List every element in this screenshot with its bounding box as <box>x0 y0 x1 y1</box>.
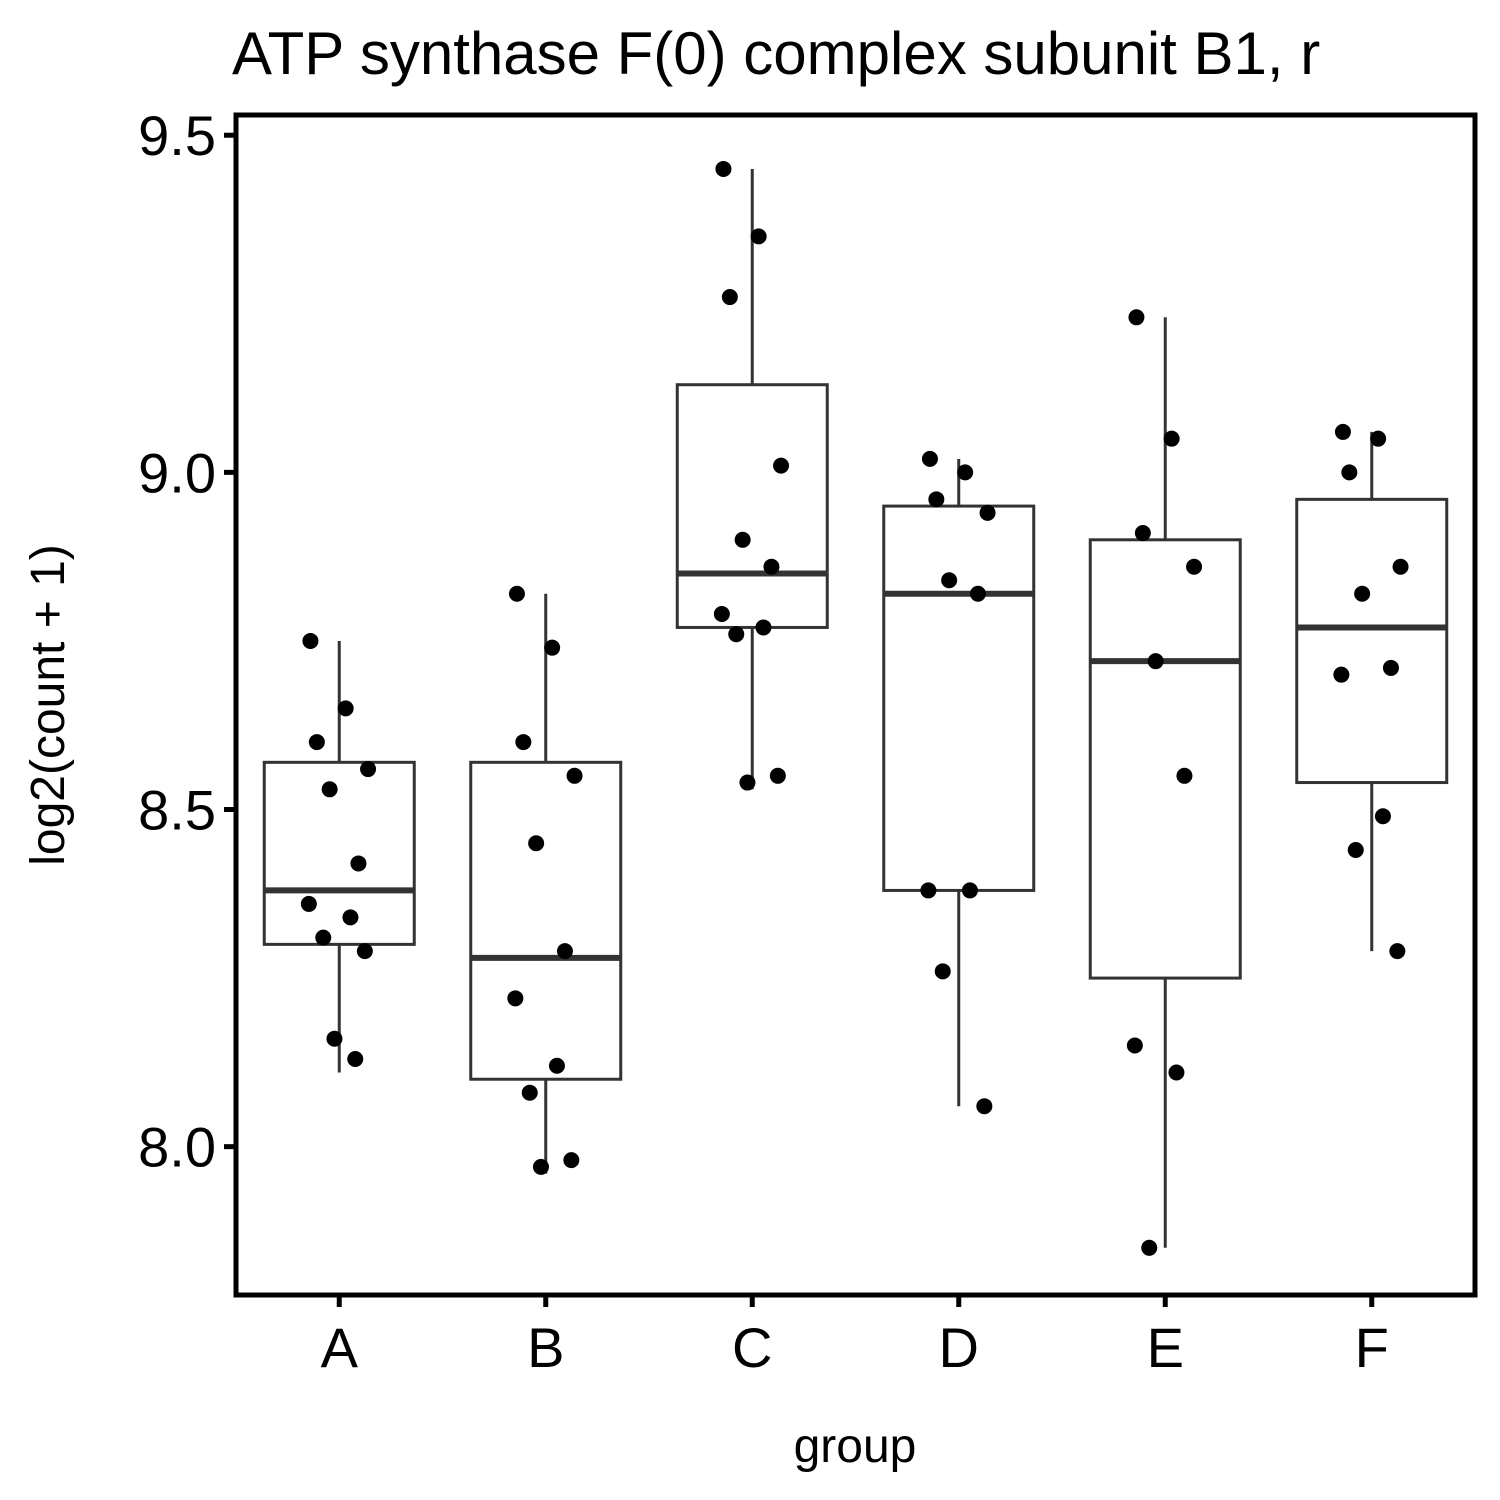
box-group-e <box>1088 309 1242 1256</box>
x-tick-label: F <box>1355 1316 1389 1379</box>
y-tick-label: 9.0 <box>138 441 216 504</box>
data-point <box>920 882 937 899</box>
data-point <box>1334 423 1351 440</box>
data-point <box>721 289 738 306</box>
data-point <box>521 1084 538 1101</box>
data-point <box>515 734 532 751</box>
data-point <box>337 700 354 717</box>
data-point <box>300 895 317 912</box>
data-point <box>1126 1037 1143 1054</box>
data-point <box>1347 841 1364 858</box>
y-axis: 8.0 8.5 9.0 9.5 <box>138 104 236 1179</box>
data-point <box>528 835 545 852</box>
box-iqr <box>1088 538 1242 980</box>
box-iqr <box>469 760 623 1081</box>
y-tick-label: 9.5 <box>138 104 216 167</box>
chart-title: ATP synthase F(0) complex subunit B1, r <box>232 20 1320 87</box>
data-point <box>556 943 573 960</box>
data-point <box>356 943 373 960</box>
data-point <box>715 160 732 177</box>
data-point <box>957 464 974 481</box>
box-iqr <box>1295 497 1449 785</box>
data-point <box>563 1152 580 1169</box>
data-point <box>750 228 767 245</box>
data-point <box>1186 558 1203 575</box>
data-point <box>326 1030 343 1047</box>
y-tick-label: 8.5 <box>138 779 216 842</box>
data-point <box>1389 943 1406 960</box>
box-group-c <box>675 160 829 791</box>
data-point <box>1354 585 1371 602</box>
data-point <box>979 504 996 521</box>
data-point <box>755 619 772 636</box>
box-iqr <box>262 760 416 946</box>
data-point <box>532 1158 549 1175</box>
data-point <box>1392 558 1409 575</box>
data-point <box>773 457 790 474</box>
data-point <box>350 855 367 872</box>
data-point <box>302 632 319 649</box>
x-tick-label: C <box>732 1316 772 1379</box>
data-point <box>739 774 756 791</box>
box-group-b <box>469 585 623 1175</box>
plot-panel-border <box>233 112 1478 1298</box>
data-point <box>315 929 332 946</box>
x-tick-label: E <box>1147 1316 1184 1379</box>
data-point <box>769 767 786 784</box>
x-tick-label: D <box>939 1316 979 1379</box>
data-point <box>734 531 751 548</box>
data-point <box>1176 767 1193 784</box>
data-point <box>508 585 525 602</box>
box-group-a <box>262 632 416 1073</box>
data-point <box>961 882 978 899</box>
y-axis-title: log2(count + 1) <box>22 544 75 866</box>
data-point <box>713 605 730 622</box>
data-point <box>1168 1064 1185 1081</box>
x-axis: A B C D E F <box>321 1295 1389 1379</box>
data-point <box>728 626 745 643</box>
data-point <box>308 734 325 751</box>
box-iqr <box>882 504 1036 892</box>
data-point <box>566 767 583 784</box>
data-point <box>507 990 524 1007</box>
data-point <box>347 1051 364 1067</box>
data-point <box>1370 430 1387 447</box>
box-iqr <box>675 383 829 629</box>
data-point <box>321 781 338 798</box>
x-tick-label: B <box>527 1316 564 1379</box>
data-point <box>969 585 986 602</box>
x-axis-title: group <box>794 1420 917 1473</box>
data-point <box>1147 653 1164 670</box>
data-point <box>763 558 780 575</box>
data-point <box>1128 309 1145 326</box>
data-point <box>941 572 958 589</box>
data-point <box>544 639 561 656</box>
data-point <box>1141 1239 1158 1256</box>
x-tick-label: A <box>321 1316 359 1379</box>
data-point <box>548 1057 565 1074</box>
box-group-f <box>1295 423 1449 960</box>
data-point <box>1341 464 1358 481</box>
data-point <box>928 491 945 508</box>
data-point <box>1134 525 1151 542</box>
data-point <box>1374 808 1391 825</box>
data-point <box>921 450 938 467</box>
data-point <box>360 761 377 778</box>
data-point <box>1163 430 1180 447</box>
data-point <box>1382 659 1399 676</box>
data-point <box>934 963 951 980</box>
data-point <box>1333 666 1350 683</box>
data-point <box>342 909 359 926</box>
box-group-d <box>882 450 1036 1115</box>
y-tick-label: 8.0 <box>138 1116 216 1179</box>
data-point <box>976 1098 993 1115</box>
